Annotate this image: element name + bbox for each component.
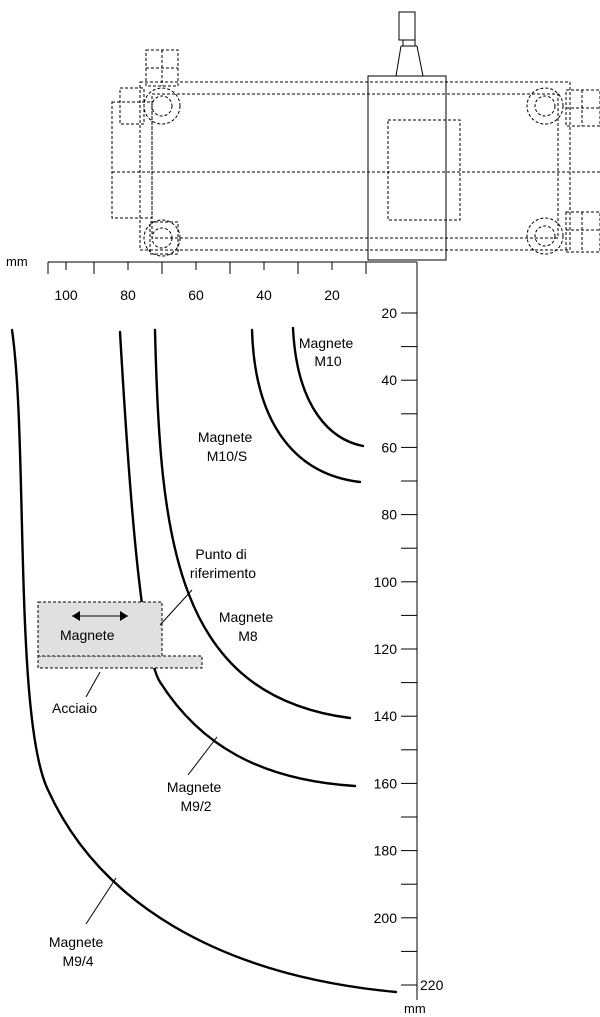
label-m8: Magnete M8 (219, 609, 277, 644)
label-m9-2-line2: M9/2 (180, 798, 211, 814)
x-tick-label: 60 (188, 287, 204, 303)
y-tick-label: 200 (374, 910, 398, 926)
machine-outline (111, 49, 600, 257)
y-tick-label: 120 (374, 641, 398, 657)
y-axis-ticks: 20 40 60 80 100 120 140 160 180 200 220 (374, 305, 444, 993)
x-tick-label: 80 (120, 287, 136, 303)
y-tick-label: 60 (381, 439, 397, 455)
x-axis-ticks: 100 80 60 40 20 (47, 262, 367, 303)
curve-m10s (250, 328, 362, 484)
label-reference: Punto di riferimento (190, 546, 256, 581)
x-tick-label: 40 (256, 287, 272, 303)
label-m9-2: Magnete M9/2 (167, 779, 225, 814)
magnet-block (37, 601, 163, 657)
label-reference-line1: Punto di (195, 546, 246, 562)
curve-labels: Magnete M10 Magnete M10/S Punto di rifer… (49, 335, 357, 969)
range-curves (10, 326, 398, 994)
label-m10: Magnete M10 (299, 335, 357, 369)
label-reference-line2: riferimento (190, 565, 256, 581)
y-tick-label: 80 (381, 507, 397, 523)
leader-lines (85, 589, 218, 925)
curve-m9-4 (10, 328, 398, 994)
x-axis: 100 80 60 40 20 mm (6, 254, 417, 303)
label-m9-4-line1: Magnete (49, 934, 104, 950)
sensor-head (367, 11, 447, 261)
steel-plate (37, 655, 203, 669)
y-tick-label: 220 (420, 977, 444, 993)
label-m9-4-line2: M9/4 (62, 953, 93, 969)
label-m9-2-line1: Magnete (167, 779, 222, 795)
y-tick-label: 100 (374, 574, 398, 590)
y-tick-label: 40 (381, 372, 397, 388)
y-tick-label: 20 (381, 305, 397, 321)
label-m10-line2: M10 (314, 353, 341, 369)
y-unit-label: mm (404, 1001, 426, 1016)
curve-m10 (291, 326, 365, 448)
curve-m9-2 (118, 330, 357, 788)
y-tick-label: 160 (374, 775, 398, 791)
x-unit-label: mm (6, 254, 28, 269)
double-arrow-icon (72, 611, 128, 621)
label-m10s-line1: Magnete (198, 429, 253, 445)
label-m8-line2: M8 (238, 628, 258, 644)
label-m10-line1: Magnete (299, 335, 354, 351)
y-tick-label: 180 (374, 843, 398, 859)
magnet-box-label: Magnete (60, 627, 115, 643)
label-m10s-line2: M10/S (207, 448, 247, 464)
label-m9-4: Magnete M9/4 (49, 934, 107, 969)
y-axis: 20 40 60 80 100 120 140 160 180 200 220 mm (374, 262, 444, 1016)
y-tick-label: 140 (374, 708, 398, 724)
label-steel: Acciaio (52, 700, 97, 716)
x-tick-label: 20 (324, 287, 340, 303)
label-m10s: Magnete M10/S (198, 429, 256, 464)
x-tick-label: 100 (54, 287, 78, 303)
label-m8-line1: Magnete (219, 609, 274, 625)
magnet-illustration: Magnete (37, 601, 203, 669)
